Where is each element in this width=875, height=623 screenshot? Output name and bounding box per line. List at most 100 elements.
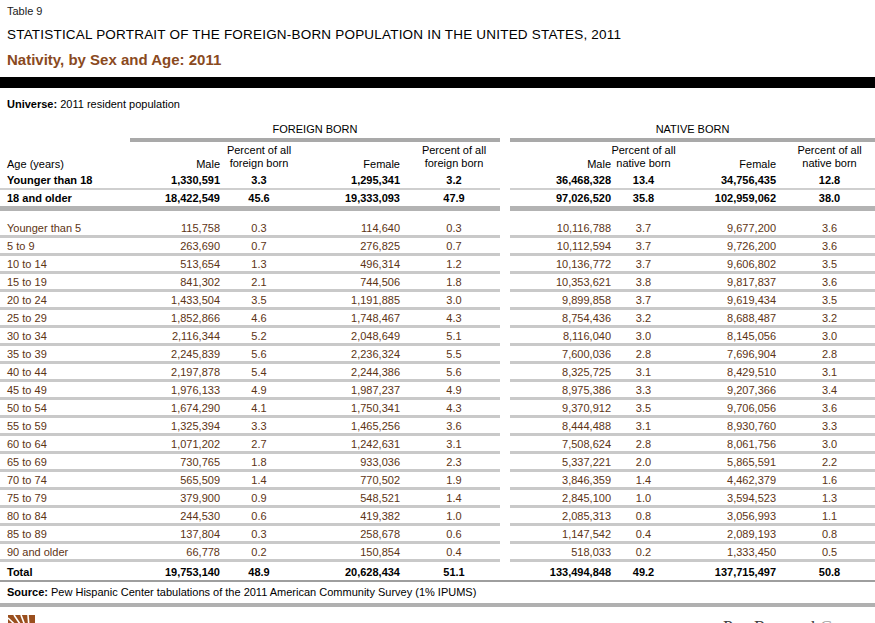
value-cell: 102,959,062 <box>668 189 784 209</box>
page-title: Nativity, by Sex and Age: 2011 <box>7 51 868 68</box>
value-cell: 66,778 <box>130 543 228 561</box>
value-cell: 10,112,594 <box>510 237 619 255</box>
value-cell: 4.6 <box>228 309 290 327</box>
age-cell: Younger than 5 <box>0 220 130 237</box>
age-group-row: 70 to 74565,5091.4770,5021.93,846,3591.4… <box>0 471 875 489</box>
age-cell: 85 to 89 <box>0 525 130 543</box>
value-cell: 12.8 <box>784 172 875 189</box>
universe-label: Universe: <box>7 98 57 110</box>
column-header-nb-male: Male <box>510 140 619 172</box>
value-cell: 1.4 <box>619 471 668 489</box>
age-group-row: 30 to 342,116,3445.22,048,6495.18,116,04… <box>0 327 875 345</box>
age-cell: 75 to 79 <box>0 489 130 507</box>
footer-divider-bar <box>0 603 875 607</box>
value-cell: 3.7 <box>619 291 668 309</box>
age-cell: 18 and older <box>0 189 130 209</box>
age-cell: Younger than 18 <box>0 172 130 189</box>
age-cell: 35 to 39 <box>0 345 130 363</box>
value-cell: 5.2 <box>228 327 290 345</box>
spacer-row <box>0 209 875 220</box>
age-group-row: 75 to 79379,9000.9548,5211.42,845,1001.0… <box>0 489 875 507</box>
value-cell: 38.0 <box>784 189 875 209</box>
value-cell: 513,654 <box>130 255 228 273</box>
column-header-fb-male: Male <box>130 140 228 172</box>
value-cell: 1.8 <box>408 273 500 291</box>
value-cell: 3,056,993 <box>668 507 784 525</box>
value-cell: 258,678 <box>290 525 408 543</box>
value-cell: 48.9 <box>228 561 290 581</box>
group-gap <box>500 471 510 489</box>
value-cell: 3.6 <box>784 399 875 417</box>
group-gap <box>500 172 510 189</box>
sunburst-logo-icon <box>8 615 35 623</box>
age-cell: 40 to 44 <box>0 363 130 381</box>
age-cell: 15 to 19 <box>0 273 130 291</box>
value-cell: 2.8 <box>784 345 875 363</box>
source-text: Pew Hispanic Center tabulations of the 2… <box>51 586 476 598</box>
value-cell: 2,236,324 <box>290 345 408 363</box>
value-cell: 1,325,394 <box>130 417 228 435</box>
value-cell: 9,817,837 <box>668 273 784 291</box>
group-gap <box>500 118 510 140</box>
value-cell: 47.9 <box>408 189 500 209</box>
value-cell: 1.9 <box>408 471 500 489</box>
value-cell: 9,677,200 <box>668 220 784 237</box>
value-cell: 2,048,649 <box>290 327 408 345</box>
value-cell: 2.0 <box>619 453 668 471</box>
value-cell: 35.8 <box>619 189 668 209</box>
footer: PEW HISPANIC CENTER PewResearchCenter <box>8 615 868 623</box>
value-cell: 3.8 <box>619 273 668 291</box>
value-cell: 8,325,725 <box>510 363 619 381</box>
value-cell: 3.1 <box>619 363 668 381</box>
source-label: Source: <box>7 586 48 598</box>
group-gap <box>500 189 510 209</box>
group-gap <box>500 525 510 543</box>
age-group-row: 50 to 541,674,2904.11,750,3414.39,370,91… <box>0 399 875 417</box>
column-header-nb-pct-female: Percent of all native born <box>784 140 875 172</box>
value-cell: 0.3 <box>228 525 290 543</box>
value-cell: 244,530 <box>130 507 228 525</box>
value-cell: 3.5 <box>619 399 668 417</box>
age-group-row: 60 to 641,071,2022.71,242,6313.17,508,62… <box>0 435 875 453</box>
value-cell: 379,900 <box>130 489 228 507</box>
value-cell: 1,433,504 <box>130 291 228 309</box>
value-cell: 2,089,193 <box>668 525 784 543</box>
value-cell: 3.3 <box>228 417 290 435</box>
total-row: Total19,753,14048.920,628,43451.1133,494… <box>0 561 875 581</box>
source-line: Source: Pew Hispanic Center tabulations … <box>7 586 868 598</box>
value-cell: 49.2 <box>619 561 668 581</box>
value-cell: 1,465,256 <box>290 417 408 435</box>
value-cell: 1,674,290 <box>130 399 228 417</box>
value-cell: 0.3 <box>408 220 500 237</box>
age-cell: 65 to 69 <box>0 453 130 471</box>
value-cell: 8,975,386 <box>510 381 619 399</box>
value-cell: 0.7 <box>408 237 500 255</box>
value-cell: 115,758 <box>130 220 228 237</box>
value-cell: 3.2 <box>619 309 668 327</box>
age-cell: 50 to 54 <box>0 399 130 417</box>
value-cell: 496,314 <box>290 255 408 273</box>
value-cell: 1.8 <box>228 453 290 471</box>
value-cell: 2.1 <box>228 273 290 291</box>
value-cell: 9,619,434 <box>668 291 784 309</box>
age-group-row: 10 to 14513,6541.3496,3141.210,136,7723.… <box>0 255 875 273</box>
value-cell: 2.8 <box>619 435 668 453</box>
value-cell: 5.6 <box>228 345 290 363</box>
value-cell: 2,197,878 <box>130 363 228 381</box>
group-gap <box>500 381 510 399</box>
age-cell: 25 to 29 <box>0 309 130 327</box>
value-cell: 263,690 <box>130 237 228 255</box>
value-cell: 5,865,591 <box>668 453 784 471</box>
group-gap <box>500 399 510 417</box>
table-number-label: Table 9 <box>0 0 875 17</box>
pew-research-center-wordmark: PewResearchCenter <box>723 618 868 623</box>
value-cell: 9,370,912 <box>510 399 619 417</box>
value-cell: 0.8 <box>784 525 875 543</box>
group-header-foreign-born: FOREIGN BORN <box>130 118 500 140</box>
value-cell: 0.2 <box>228 543 290 561</box>
value-cell: 0.6 <box>228 507 290 525</box>
age-group-row: 45 to 491,976,1334.91,987,2374.98,975,38… <box>0 381 875 399</box>
value-cell: 4.9 <box>228 381 290 399</box>
value-cell: 45.6 <box>228 189 290 209</box>
value-cell: 730,765 <box>130 453 228 471</box>
